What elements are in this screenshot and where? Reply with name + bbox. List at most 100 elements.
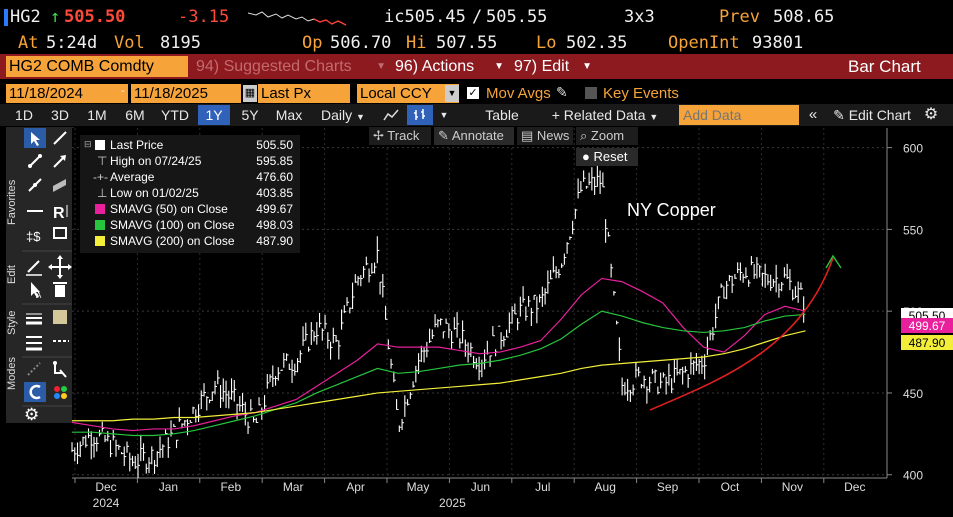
x-tick-label: Dec [95,480,116,494]
period-1d[interactable]: 1D [15,107,33,123]
year-label: 2025 [439,496,466,510]
line-weight-icon [26,336,42,351]
up-arrow-icon: ↑ [50,7,61,27]
legend-item: SMAVG (50) on Close 499.67 [80,201,300,217]
bid-price: ic505.45 [384,7,466,27]
related-data-menu[interactable]: + Related Data ▼ [536,105,674,125]
arrow-line-icon [53,155,66,168]
low-label: Lo [536,33,557,53]
add-data-input[interactable] [679,105,799,125]
open-label: Op [302,33,323,53]
period-3d[interactable]: 3D [51,107,69,123]
currency-select[interactable]: Local CCY [357,84,459,103]
edit-chart-label: Edit Chart [848,107,911,123]
line-style-icon [26,313,42,325]
chevron-down-icon[interactable]: ▼ [445,85,459,102]
x-tick-label: Dec [844,480,865,494]
chevron-down-icon[interactable]: ▼ [439,110,449,120]
zoom-button[interactable]: ⌕ Zoom [576,127,638,145]
actions-menu[interactable]: 96) Actions ▼ [395,56,512,77]
edit-chart-button[interactable]: ✎ Edit Chart [826,105,918,125]
at-label: At [18,33,39,53]
reset-button[interactable]: ● Reset [576,148,638,166]
ray-icon [28,154,42,168]
line-chart-icon[interactable] [378,105,404,125]
quote-time: 5:24d [46,33,98,53]
calendar-icon[interactable]: ▦ [243,85,257,102]
function-bar: HG2 COMB Comdty 94) Suggested Charts ▼ 9… [0,54,953,79]
price-field-select[interactable]: Last Px [258,84,350,103]
edit-menu[interactable]: 97) Edit ▼ [514,56,596,77]
collapse-left-icon[interactable]: « [808,106,818,123]
period-max[interactable]: Max [275,107,303,123]
pencil-icon: ✎ [833,107,845,123]
legend-label: Average [110,170,155,184]
x-tick-label: May [407,480,430,494]
legend-value: 595.85 [256,154,293,168]
period-1y[interactable]: 1Y [198,105,230,125]
gear-icon[interactable]: ⚙ [923,106,939,123]
collapse-icon[interactable]: ⊟ [84,139,92,149]
mov-avgs-label: Mov Avgs [486,85,551,102]
net-change: -3.15 [178,7,230,27]
mov-avgs-checkbox[interactable]: ✓ [467,87,479,99]
fib-icon: ‡$ [26,229,41,244]
period-6m[interactable]: 6M [125,107,145,123]
start-date-field[interactable]: 11/18/2024 [6,84,128,103]
trend-curve-annotation [649,257,834,411]
select-icon: A [31,282,42,300]
frequency-select[interactable]: Daily ▼ [313,105,373,125]
trend-channel-icon [28,178,42,192]
annotate-label: Annotate [451,128,504,143]
zoom-label: Zoom [590,128,625,143]
low-marker-icon: ⊥ [97,186,108,200]
suggested-charts-menu[interactable]: 94) Suggested Charts ▼ [196,56,392,77]
gear-icon[interactable]: ⚙ [24,405,40,424]
key-events-checkbox[interactable] [585,87,597,99]
news-icon: ▤ [521,128,534,143]
period-ytd[interactable]: YTD [161,107,189,123]
ask-price: 505.55 [486,7,548,27]
swatch [95,140,105,150]
suggested-charts-label: 94) Suggested Charts [196,58,352,75]
legend-item: Last Price 505.50 [80,137,300,153]
period-1m[interactable]: 1M [87,107,107,123]
series-line [72,310,806,437]
quote-row-1: HG2 ↑ 505.50 -3.15 ic505.45 / 505.55 3x3… [0,7,953,29]
key-events-label: Key Events [603,85,679,102]
bar-chart-icon[interactable] [407,105,433,125]
y-tick-label: 450 [903,387,923,401]
pencil-icon[interactable]: ✎ [556,84,568,100]
ticker: HG2 [10,7,41,27]
sparkline-icon [248,11,347,26]
text-tool-icon: R [53,205,68,222]
quote-row-2: At 5:24d Vol 8195 Op 506.70 Hi 507.55 Lo… [0,33,953,55]
swatch [95,236,105,246]
prev-label: Prev [719,7,760,27]
table-button[interactable]: Table [485,107,519,123]
annotate-button[interactable]: ✎ Annotate [434,127,514,145]
legend-label: SMAVG (200) on Close [110,234,235,248]
crosshair-icon [27,362,41,376]
x-tick-label: Jun [471,480,490,494]
news-button[interactable]: ▤ News [517,127,573,145]
track-button[interactable]: ✢ Track [369,127,431,145]
open-interest: 93801 [752,33,804,53]
focus-marker [4,9,8,26]
security-field[interactable]: HG2 COMB Comdty [6,56,188,77]
period-5y[interactable]: 5Y [241,107,259,123]
chart-legend: ⊟ Last Price 505.50 ⊤ High on 07/24/25 5… [80,135,300,253]
svg-text:R: R [53,205,65,222]
chevron-down-icon: ▼ [376,61,386,72]
x-tick-label: Feb [220,480,241,494]
end-date-field[interactable]: 11/18/2025 [131,84,241,103]
range-toolbar: 1D 3D 1M 6M YTD 1Y 5Y Max Daily ▼ ▼ Tabl… [0,104,953,126]
snap-mode-icon [24,382,46,402]
parallel-lines-icon [53,179,66,192]
low-price: 502.35 [566,33,628,53]
x-tick-label: Apr [346,480,365,494]
svg-text:A: A [36,291,42,300]
chart-title: NY Copper [627,200,716,220]
series-line [72,330,806,422]
